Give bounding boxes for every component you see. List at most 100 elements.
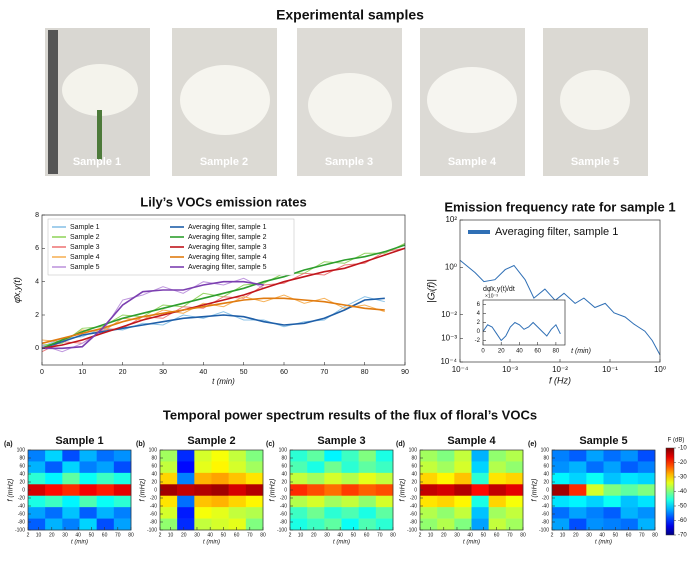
heat-cell [245,484,264,497]
y-tick-label: 0 [35,345,39,352]
x-tick-label: 60 [102,532,108,538]
legend-label: Averaging filter, sample 1 [495,226,618,238]
heat-cell [552,461,570,474]
y-tick-label: -20 [542,495,549,501]
heat-cell [569,518,587,531]
y-tick-label: -40 [542,503,549,509]
y-tick-label: 20 [281,479,287,485]
inset-background [483,300,565,345]
heat-cell [488,518,507,531]
flower [427,67,517,133]
heat-cell [211,472,229,485]
heat-cell [437,495,455,508]
y-tick-label: -60 [150,511,157,517]
heat-cell [552,518,570,531]
y-tick-label: -20 [280,495,287,501]
heat-cell [307,461,325,474]
heat-cell [96,518,115,531]
heat-cell [358,450,377,462]
heat-cell [637,472,656,485]
flower [308,73,392,137]
heat-cell [194,461,212,474]
y-tick-label: 40 [151,471,157,477]
heat-cell [505,484,524,497]
x-tick-label: 70 [507,532,513,538]
heat-cell [79,450,97,462]
heat-cell [307,472,325,485]
heat-cell [488,484,507,497]
heat-cell [228,507,247,519]
y-tick-label: -40 [280,503,287,509]
y-tick-label: 60 [151,463,157,469]
y-tick-label: 4 [35,279,39,286]
y-tick-label: -80 [410,519,417,525]
heat-cell [637,450,656,462]
x-tick-label: 20 [181,532,187,538]
y-tick-label: 10² [445,215,457,224]
series-line [482,321,561,342]
colorbar-tick-label: -60 [678,518,687,524]
y-tick-label: 80 [281,455,287,461]
heat-cell [113,507,132,519]
heat-cell [454,461,472,474]
heat-cell [28,495,46,508]
x-tick-label: 40 [75,532,81,538]
x-tick-label: 40 [199,369,207,376]
y-tick-label: 40 [19,471,25,477]
x-tick-label: 30 [159,369,167,376]
heat-cell [62,507,80,519]
series-line [459,259,661,356]
y-tick-label: -20 [18,495,25,501]
photo-label: Sample 2 [200,156,248,168]
y-tick-label: 60 [411,463,417,469]
heat-cell [420,450,438,462]
heat-cell [569,450,587,462]
heat-cell [96,472,115,485]
panel-label: (b) [136,441,145,448]
x-axis-label: t (min) [571,348,591,355]
heat-cell [620,495,639,508]
heat-cell [586,518,604,531]
x-axis-label: t (min) [463,540,480,546]
heat-cell [471,507,489,519]
heat-cell [245,507,264,519]
heat-cell [603,518,621,531]
heat-cell [228,461,247,474]
y-tick-label: -40 [150,503,157,509]
heat-cell [177,472,195,485]
y-tick-label: 100 [409,447,418,453]
photo-label: Sample 3 [325,156,373,168]
heat-cell [28,450,46,462]
heat-cell [637,507,656,519]
heat-cell [341,472,359,485]
x-tick-label: 20 [441,532,447,538]
y-tick-label: 100 [17,447,26,453]
heat-cell [28,472,46,485]
heat-cell [160,507,178,519]
y-tick-label: 20 [411,479,417,485]
x-tick-label: 60 [534,349,541,355]
x-tick-label: 70 [247,532,253,538]
heat-cell [194,518,212,531]
heat-cell [194,450,212,462]
heat-cell [505,518,524,531]
heat-cell [113,495,132,508]
y-tick-label: 80 [411,455,417,461]
legend-label: Sample 4 [70,254,100,261]
y-tick-label: -60 [542,511,549,517]
y-tick-label: 100 [541,447,550,453]
x-tick-label: 10 [36,532,42,538]
heat-cell [637,461,656,474]
heat-cell [211,484,229,497]
heat-cell [160,484,178,497]
y-tick-label: -40 [18,503,25,509]
heat-cell [79,507,97,519]
heat-cell [586,450,604,462]
x-tick-label: 50 [89,532,95,538]
heat-cell [420,472,438,485]
flower [560,70,630,130]
x-tick-label: 50 [240,369,248,376]
heat-cell [62,450,80,462]
x-tick-label: 80 [361,369,369,376]
